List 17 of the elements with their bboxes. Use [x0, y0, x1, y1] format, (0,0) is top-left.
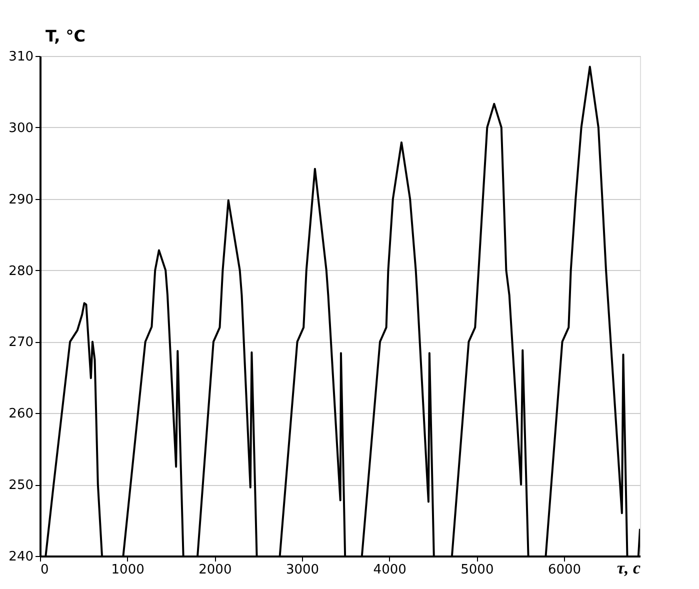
y-axis-title: T, °C — [46, 26, 86, 46]
y-tick-label: 300 — [8, 120, 34, 136]
x-tick-label: 0 — [40, 562, 49, 578]
x-tick-label: 3000 — [286, 562, 320, 578]
x-axis-title: τ, c — [616, 558, 641, 578]
y-tick-label: 260 — [8, 406, 34, 422]
y-tick-label: 250 — [8, 478, 34, 494]
x-tick-label: 4000 — [373, 562, 406, 578]
x-tick-label: 1000 — [111, 562, 144, 578]
y-tick-label: 240 — [8, 550, 34, 564]
x-tick-label: 6000 — [548, 562, 582, 578]
y-tick-label: 290 — [8, 192, 34, 208]
x-tick-label: 2000 — [198, 562, 232, 578]
y-tick-label: 280 — [8, 264, 34, 279]
x-tick-label: 5000 — [460, 562, 494, 578]
y-tick-label: 270 — [8, 335, 34, 350]
y-tick-label: 310 — [8, 50, 34, 64]
